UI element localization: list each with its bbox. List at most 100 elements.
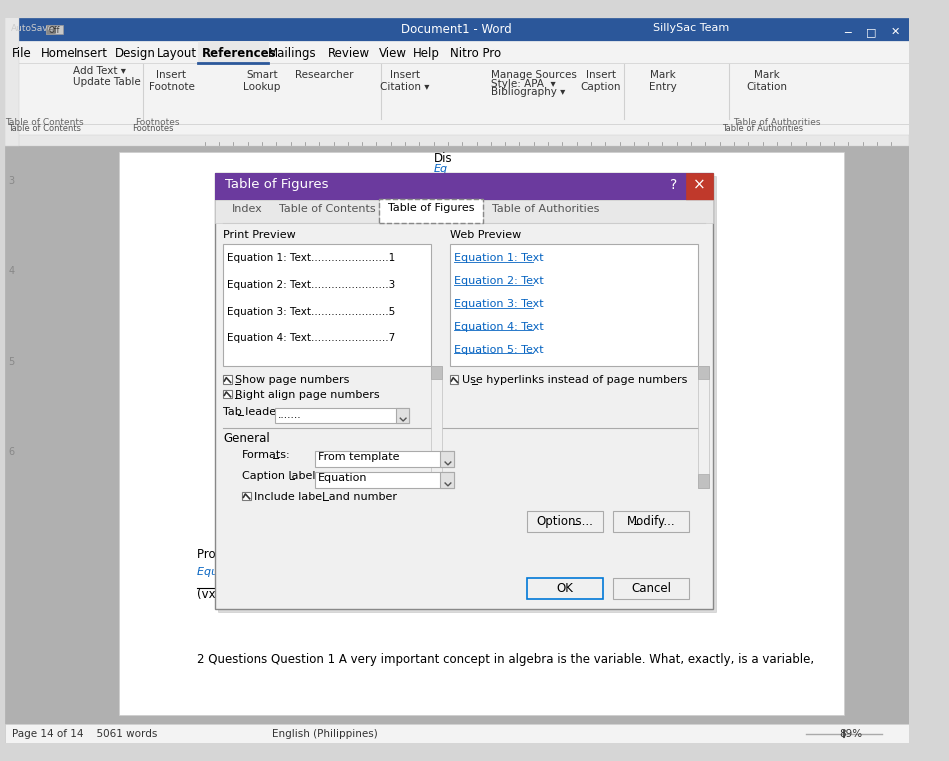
Bar (223, 375, 232, 384)
Text: Tab leader:: Tab leader: (223, 406, 284, 417)
Text: Show page numbers: Show page numbers (235, 375, 350, 385)
Text: Cancel: Cancel (631, 582, 671, 595)
Bar (861, 21, 882, 39)
Bar (396, 408, 409, 423)
Bar (5, 62, 909, 123)
Text: Smart
Lookup: Smart Lookup (243, 70, 281, 92)
Text: 2 Questions Question 1 A very important concept in algebra is the variable. What: 2 Questions Question 1 A very important … (197, 653, 814, 666)
Bar (527, 511, 604, 532)
Bar (698, 366, 709, 379)
Text: Layout: Layout (158, 47, 197, 60)
Bar (431, 474, 442, 488)
Bar (5, 146, 909, 743)
Bar (46, 25, 55, 34)
Text: Equation 5: Equation 5 (197, 567, 257, 577)
Text: Dis: Dis (434, 152, 453, 165)
Text: ─: ─ (844, 27, 851, 37)
Text: Bibliography ▾: Bibliography ▾ (491, 88, 566, 97)
Text: Insert
Caption: Insert Caption (580, 70, 621, 92)
Bar (46, 25, 63, 34)
Text: ?: ? (670, 178, 678, 192)
Bar (884, 21, 905, 39)
Bar (450, 375, 458, 384)
Text: Include label and number: Include label and number (254, 492, 398, 501)
Text: Insert: Insert (74, 47, 108, 60)
Text: Update Table: Update Table (73, 77, 141, 87)
Text: Footnotes: Footnotes (135, 118, 179, 127)
Text: Table of Authorities: Table of Authorities (722, 125, 803, 133)
Text: a(b: a(b (434, 174, 453, 187)
Text: OK: OK (557, 582, 574, 595)
Text: View: View (380, 47, 407, 60)
Bar (315, 451, 454, 466)
Text: English (Philippines): English (Philippines) (271, 729, 378, 739)
Text: Right align page numbers: Right align page numbers (235, 390, 380, 400)
Bar (223, 390, 232, 398)
Bar (380, 199, 483, 223)
Text: Modify...: Modify... (626, 514, 676, 527)
Text: Formats:: Formats: (242, 450, 290, 460)
Text: Equation 3: Text: Equation 3: Text (454, 299, 544, 309)
Bar (613, 578, 689, 600)
Text: Table of Figures: Table of Figures (387, 202, 474, 212)
Bar (527, 578, 604, 600)
Text: Help: Help (413, 47, 439, 60)
Text: Mailings: Mailings (268, 47, 316, 60)
Bar (431, 366, 442, 488)
Text: Mark
Citation: Mark Citation (747, 70, 788, 92)
Bar (5, 724, 909, 743)
Text: Properties of roots:: Properties of roots: (197, 548, 309, 561)
Text: Use hyperlinks instead of page numbers: Use hyperlinks instead of page numbers (462, 375, 688, 385)
Bar (450, 244, 698, 366)
Text: Equation 5: Text: Equation 5: Text (454, 345, 544, 355)
Text: Equation 2: Text: Equation 2: Text (454, 276, 544, 286)
Text: SillySac Team: SillySac Team (653, 24, 729, 33)
Bar (613, 511, 689, 532)
Text: Table of Contents: Table of Contents (6, 118, 84, 127)
Text: 3: 3 (9, 176, 14, 186)
Text: Footnotes: Footnotes (132, 125, 173, 133)
Text: Document1 - Word: Document1 - Word (401, 24, 512, 37)
Text: Equation: Equation (318, 473, 368, 483)
Bar (218, 176, 716, 612)
Text: File: File (12, 47, 32, 60)
Bar (5, 0, 19, 146)
Text: Nitro Pro: Nitro Pro (450, 47, 501, 60)
Bar (242, 492, 251, 500)
Text: 4: 4 (9, 266, 14, 276)
Text: Manage Sources: Manage Sources (491, 70, 577, 80)
Bar (440, 451, 454, 466)
Bar (380, 199, 483, 223)
Bar (223, 244, 431, 366)
Text: Design: Design (115, 47, 156, 60)
Bar (5, 135, 909, 146)
Text: 5: 5 (9, 357, 14, 367)
Text: Page 14 of 14    5061 words: Page 14 of 14 5061 words (12, 729, 158, 739)
Bar (198, 40, 268, 62)
Text: .......: ....... (278, 409, 302, 419)
Text: ✕: ✕ (890, 27, 900, 37)
Text: Table of Authorities: Table of Authorities (734, 118, 821, 127)
Text: 6: 6 (9, 447, 14, 457)
Text: Insert
Footnote: Insert Footnote (149, 70, 195, 92)
Text: Table of Contents: Table of Contents (9, 125, 82, 133)
Text: ×: × (694, 178, 706, 193)
Text: Table of Authorities: Table of Authorities (492, 204, 599, 214)
Bar (440, 472, 454, 488)
Bar (698, 366, 709, 488)
Text: Mark
Entry: Mark Entry (648, 70, 677, 92)
Text: Equation 1: Text: Equation 1: Text (454, 253, 544, 263)
Text: Table of Figures: Table of Figures (225, 178, 328, 191)
Text: Equation 1: Text.......................1: Equation 1: Text.......................1 (227, 253, 395, 263)
Bar (215, 173, 713, 200)
Bar (431, 366, 442, 379)
Text: Equation 3: Text.......................5: Equation 3: Text.......................5 (227, 307, 395, 317)
Text: Equation 4: Text.......................7: Equation 4: Text.......................7 (227, 333, 395, 343)
Bar (215, 200, 713, 223)
Bar (5, 40, 909, 62)
Text: □: □ (866, 27, 877, 37)
Text: Web Preview: Web Preview (450, 231, 521, 240)
Text: Researcher: Researcher (295, 70, 353, 80)
Text: AutoSave: AutoSave (11, 24, 54, 33)
Bar (686, 173, 713, 200)
